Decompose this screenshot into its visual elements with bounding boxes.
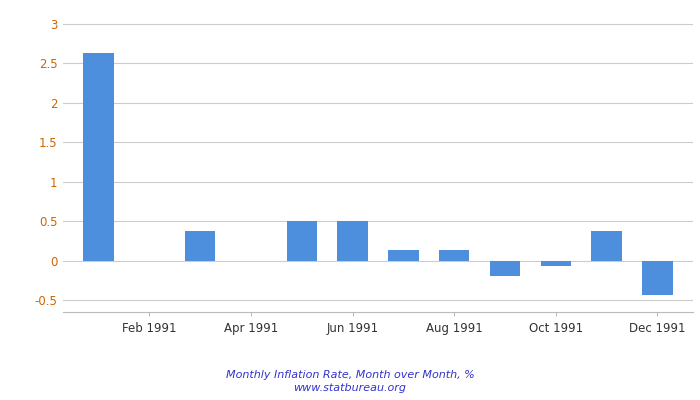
Bar — [642, 261, 673, 295]
Bar — [540, 261, 571, 266]
Bar — [439, 250, 470, 261]
Bar — [185, 232, 216, 261]
Bar — [389, 250, 419, 261]
Text: Monthly Inflation Rate, Month over Month, %: Monthly Inflation Rate, Month over Month… — [225, 370, 475, 380]
Bar — [592, 232, 622, 261]
Bar — [83, 53, 114, 261]
Text: www.statbureau.org: www.statbureau.org — [293, 383, 407, 393]
Bar — [337, 221, 368, 261]
Bar — [490, 261, 520, 276]
Bar — [286, 221, 317, 261]
